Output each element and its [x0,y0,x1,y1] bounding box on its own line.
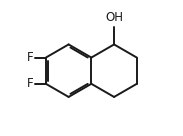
Text: F: F [27,51,34,64]
Text: F: F [27,77,34,90]
Text: OH: OH [105,11,123,24]
